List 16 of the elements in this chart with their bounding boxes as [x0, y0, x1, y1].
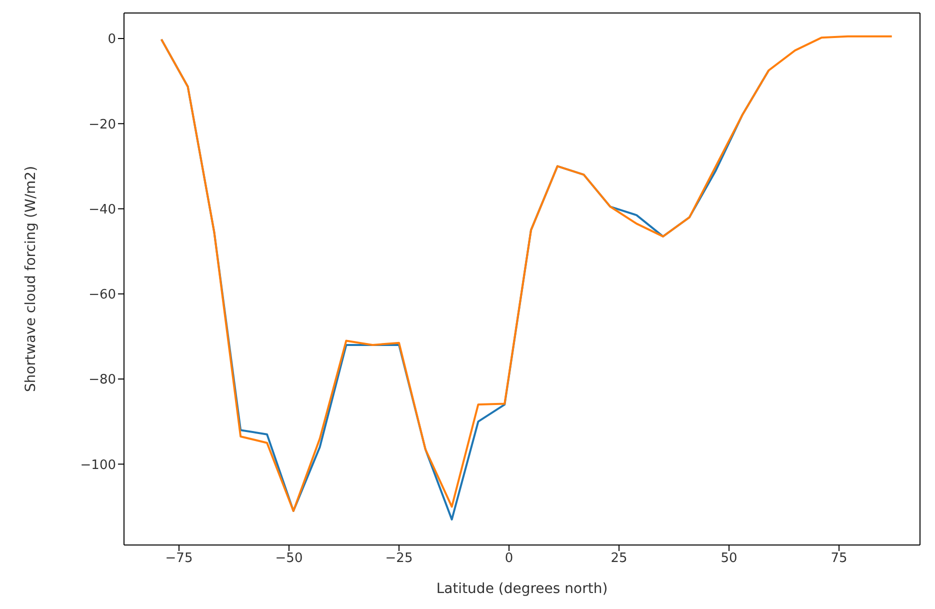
- line-series: [160, 35, 893, 512]
- x-tick-label: 75: [830, 551, 848, 566]
- x-tick-label: −50: [275, 551, 303, 566]
- y-tick-label: −40: [88, 202, 116, 218]
- x-tick-label: 25: [610, 551, 628, 566]
- y-axis-title: Shortwave cloud forcing (W/m2): [22, 166, 39, 392]
- x-tick-label: 50: [720, 551, 738, 566]
- y-tick-label: −20: [88, 117, 116, 132]
- x-tick-label: −25: [385, 551, 413, 566]
- y-tick-label: 0: [108, 32, 116, 48]
- x-tick-label: −75: [165, 551, 193, 566]
- y-tick-label: −60: [88, 288, 116, 303]
- x-axis-title: Latitude (degrees north): [436, 581, 608, 597]
- y-tick-label: −100: [80, 458, 116, 473]
- y-tick-label: −80: [88, 372, 116, 388]
- x-tick-label: 0: [504, 551, 514, 566]
